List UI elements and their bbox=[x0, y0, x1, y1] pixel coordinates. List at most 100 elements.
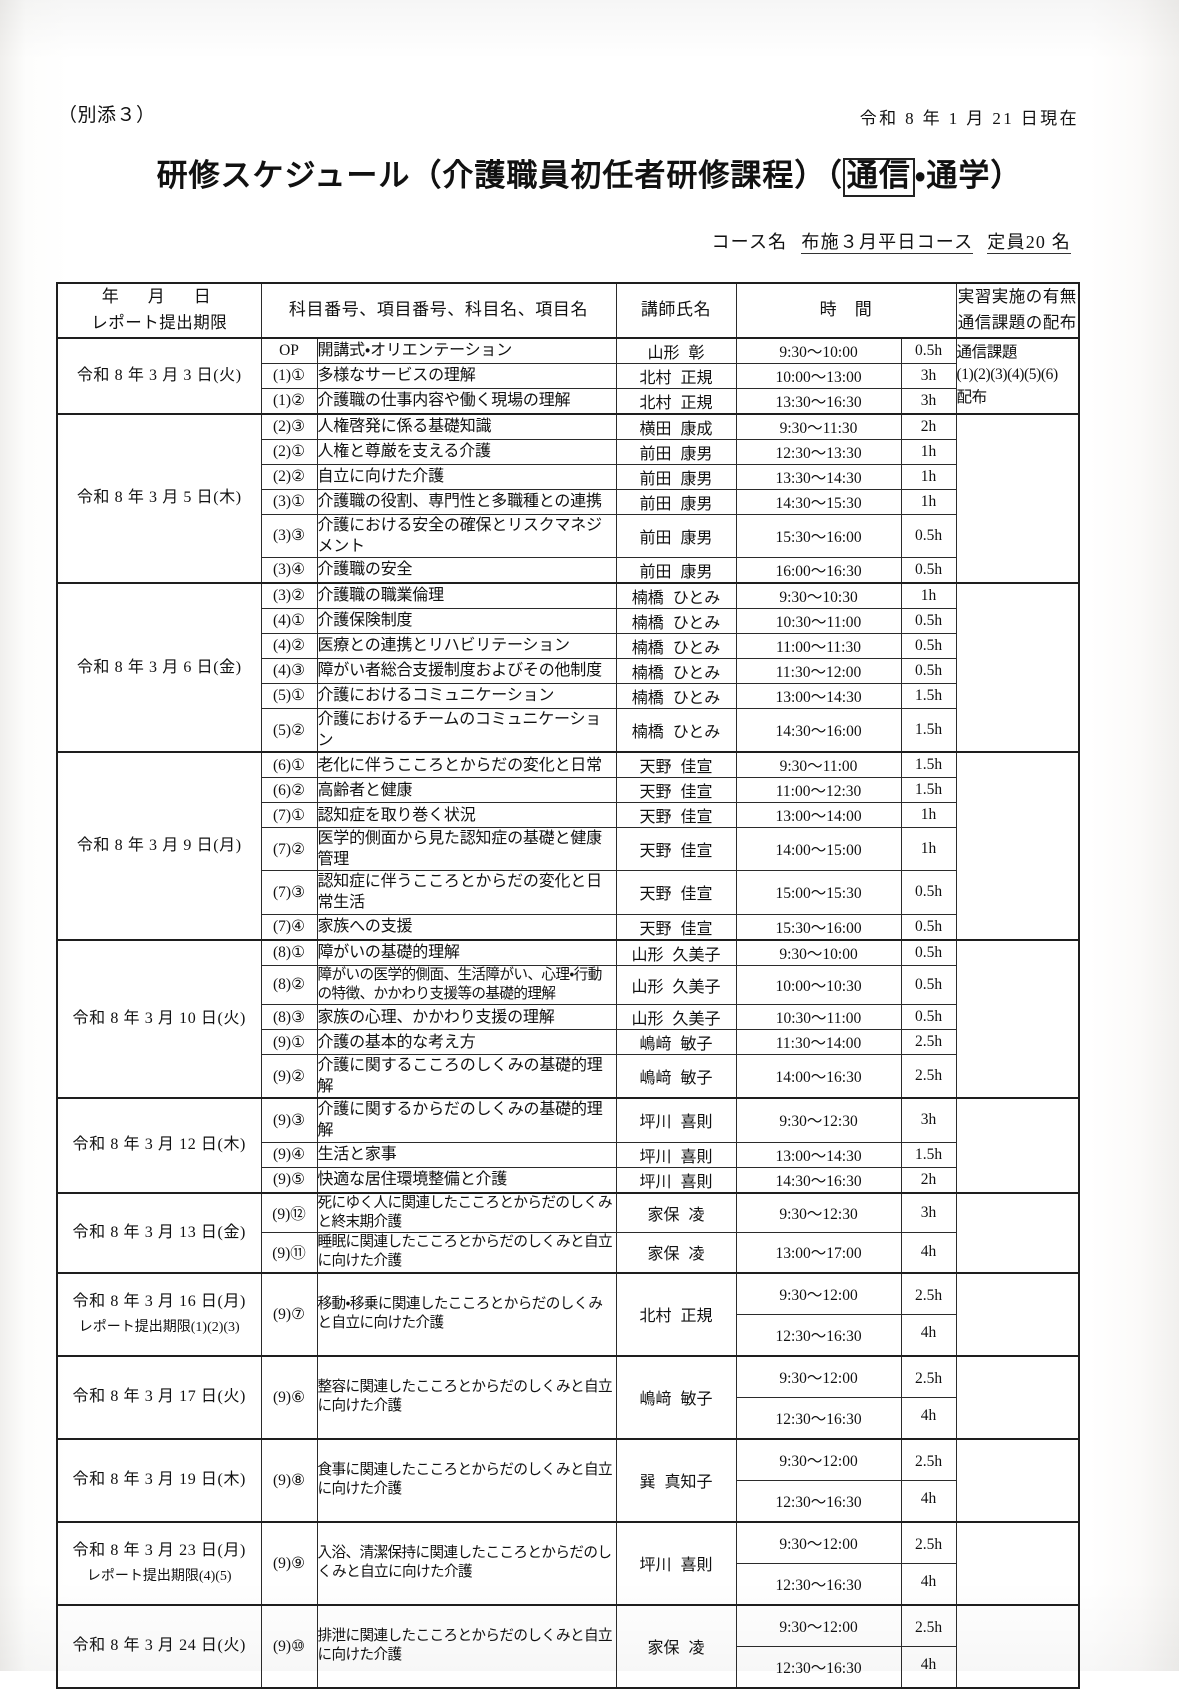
cell-note bbox=[955, 751, 1080, 941]
cell-subject-code: (3)④ bbox=[260, 556, 318, 584]
duration-value: 2.5h bbox=[914, 1535, 943, 1553]
teacher-last-name: 天野 bbox=[639, 920, 672, 938]
cell-time: 13:00～17:00 bbox=[735, 1232, 902, 1273]
teacher-first-name: 凌 bbox=[688, 1246, 705, 1264]
title-boxed-tsushin: 通信 bbox=[842, 158, 915, 197]
cell-subject-name: 多様なサービスの理解 bbox=[316, 362, 617, 389]
teacher-last-name: 楠橋 bbox=[631, 614, 664, 632]
cell-teacher: 前田 康男 bbox=[615, 463, 737, 490]
teacher-first-name: 真知子 bbox=[664, 1474, 713, 1491]
cell-note bbox=[955, 1271, 1080, 1356]
cell-subject-code: (9)① bbox=[260, 1029, 318, 1056]
teacher-first-name: 久美子 bbox=[672, 1011, 721, 1029]
cell-teacher: 北村 正規 bbox=[615, 362, 737, 389]
cell-teacher: 楠橋 ひとみ bbox=[615, 607, 737, 634]
teacher-last-name: 坪川 bbox=[639, 1114, 672, 1132]
cell-subject-name: 移動・移乗に関連したこころとからだのしくみと自立に向けた介護 bbox=[316, 1271, 617, 1356]
teacher-last-name: 天野 bbox=[639, 843, 672, 861]
cell-subject-name: 死にゆく人に関連したこころとからだのしくみと終末期介護 bbox=[316, 1191, 617, 1233]
cell-date: 令和 8 年 3 月 10 日(火) bbox=[56, 938, 262, 1099]
cell-subject-name: 人権と尊厳を支える介護 bbox=[316, 438, 617, 465]
table-row: 令和 8 年 3 月 6 日(金) (3)② 介護職の職業倫理 楠橋 ひとみ 9:30～1… bbox=[56, 581, 1080, 753]
cell-subject-code: (7)③ bbox=[260, 870, 318, 915]
cell-duration: 1h bbox=[900, 463, 957, 490]
cell-time: 15:30～16:00 bbox=[735, 513, 902, 558]
cell-time: 13:00～14:30 bbox=[735, 682, 902, 709]
cell-teacher: 山形 久美子 bbox=[615, 964, 737, 1006]
cell-time: 9:30～11:30 bbox=[735, 412, 902, 440]
cell-time: 13:00～14:00 bbox=[735, 802, 902, 829]
cell-time: 10:30～11:00 bbox=[735, 1004, 902, 1031]
cell-subject-code: (3)③ bbox=[260, 513, 318, 558]
teacher-first-name: ひとみ bbox=[672, 724, 721, 742]
table-row: (9)② 介護に関するこころのしくみの基礎的理解 嶋﨑 敏子 14:00～16:30 2.… bbox=[57, 1054, 1079, 1099]
cell-duration: 2.5h 4h bbox=[900, 1520, 957, 1605]
cell-duration: 1h bbox=[900, 581, 957, 609]
teacher-last-name: 北村 bbox=[639, 1308, 672, 1325]
cell-teacher: 天野 佳宣 bbox=[615, 913, 737, 941]
teacher-last-name: 前田 bbox=[639, 445, 672, 463]
date-value: 令和 8 年 3 月 10 日(火) bbox=[72, 1009, 246, 1027]
date-value: 令和 8 年 3 月 19 日(木) bbox=[72, 1471, 246, 1488]
cell-subject-code: (2)② bbox=[260, 463, 318, 490]
cell-time: 13:30～16:30 bbox=[735, 387, 902, 415]
cell-time: 14:30～16:30 bbox=[735, 1166, 902, 1193]
cell-subject-name: 医学的側面から見た認知症の基礎と健康管理 bbox=[316, 827, 617, 872]
cell-note: 通信課題 (1)(2)(3)(4)(5)(6) 配布 bbox=[955, 336, 1080, 415]
cell-duration: 3h bbox=[900, 1191, 957, 1233]
cell-note bbox=[955, 1354, 1080, 1439]
cell-subject-name: 自立に向けた介護 bbox=[316, 463, 617, 490]
cell-subject-code: (8)① bbox=[260, 938, 318, 966]
cell-subject-code: (8)③ bbox=[260, 1004, 318, 1031]
duration-value: 2.5h bbox=[914, 1452, 943, 1470]
cell-teacher: 家保凌 bbox=[615, 1603, 737, 1688]
cell-subject-name: 認知症を取り巻く状況 bbox=[316, 802, 617, 829]
teacher-last-name: 横田 bbox=[639, 420, 672, 438]
cell-teacher: 天野 佳宣 bbox=[615, 827, 737, 872]
table-row: (2)① 人権と尊厳を支える介護 前田 康男 12:30～13:30 1h bbox=[57, 438, 1079, 465]
cell-time: 9:30～12:00 12:30～16:30 bbox=[735, 1520, 902, 1605]
duration-value: 4h bbox=[901, 1313, 956, 1351]
teacher-last-name: 坪川 bbox=[639, 1148, 672, 1166]
cell-subject-name: 介護職の安全 bbox=[316, 556, 617, 584]
cell-time: 14:00～15:00 bbox=[735, 827, 902, 872]
teacher-first-name: 敏子 bbox=[680, 1391, 713, 1408]
cell-subject-name: 快適な居住環境整備と介護 bbox=[316, 1166, 617, 1193]
cell-time: 9:30～12:30 bbox=[735, 1191, 902, 1233]
table-row: (4)① 介護保険制度 楠橋 ひとみ 10:30～11:00 0.5h bbox=[57, 607, 1079, 634]
teacher-first-name: ひとみ bbox=[672, 614, 721, 632]
teacher-first-name: 佳宣 bbox=[680, 759, 713, 777]
cell-note bbox=[955, 412, 1080, 584]
cell-teacher: 楠橋 ひとみ bbox=[615, 707, 737, 753]
teacher-last-name: 嶋﨑 bbox=[639, 1070, 672, 1088]
teacher-last-name: 北村 bbox=[639, 369, 672, 387]
cell-note bbox=[955, 938, 1080, 1099]
teacher-last-name: 巽 bbox=[639, 1474, 656, 1491]
cell-time: 11:30～14:00 bbox=[735, 1029, 902, 1056]
cell-subject-name: 障がいの基礎的理解 bbox=[316, 938, 617, 966]
cell-date: 令和 8 年 3 月 9 日(月) bbox=[56, 751, 262, 941]
teacher-first-name: 佳宣 bbox=[680, 920, 713, 938]
cell-subject-name: 開講式・オリエンテーション bbox=[316, 336, 617, 364]
duration-value: 4h bbox=[901, 1479, 956, 1517]
cell-subject-code: (9)⑨ bbox=[260, 1520, 318, 1605]
cell-subject-name: 睡眠に関連したこころとからだのしくみと自立に向けた介護 bbox=[316, 1232, 617, 1273]
cell-teacher: 前田 康男 bbox=[615, 513, 737, 558]
cell-date: 令和 8 年 3 月 5 日(木) bbox=[56, 412, 262, 584]
time-value: 12:30～16:30 bbox=[736, 1313, 901, 1355]
cell-duration: 3h bbox=[900, 1097, 957, 1143]
cell-subject-name: 認知症に伴うこころとからだの変化と日常生活 bbox=[316, 870, 617, 915]
cell-subject-code: (6)① bbox=[260, 751, 318, 779]
schedule-table-body: 令和 8 年 3 月 3 日(火) OP 開講式・オリエンテーション 山形彰 9:30～… bbox=[56, 336, 1080, 1688]
duration-value: 4h bbox=[901, 1562, 956, 1600]
table-row: (3)③ 介護における安全の確保とリスクマネジメント 前田 康男 15:30～16:00… bbox=[57, 513, 1079, 558]
cell-subject-code: (7)① bbox=[260, 802, 318, 829]
table-row: (9)④ 生活と家事 坪川 喜則 13:00～14:30 1.5h bbox=[57, 1141, 1079, 1168]
teacher-last-name: 坪川 bbox=[639, 1557, 672, 1574]
report-due-value: レポート提出期限(4)(5) bbox=[86, 1569, 232, 1584]
table-row: 令和 8 年 3 月 12 日(木) (9)③ 介護に関するからだのしくみの基礎的理… bbox=[56, 1097, 1080, 1194]
teacher-first-name: 佳宣 bbox=[680, 886, 713, 904]
cell-subject-code: (9)⑩ bbox=[260, 1603, 318, 1688]
table-row: (9)⑤ 快適な居住環境整備と介護 坪川 喜則 14:30～16:30 2h bbox=[57, 1166, 1079, 1193]
note-line: 配布 bbox=[956, 388, 988, 406]
